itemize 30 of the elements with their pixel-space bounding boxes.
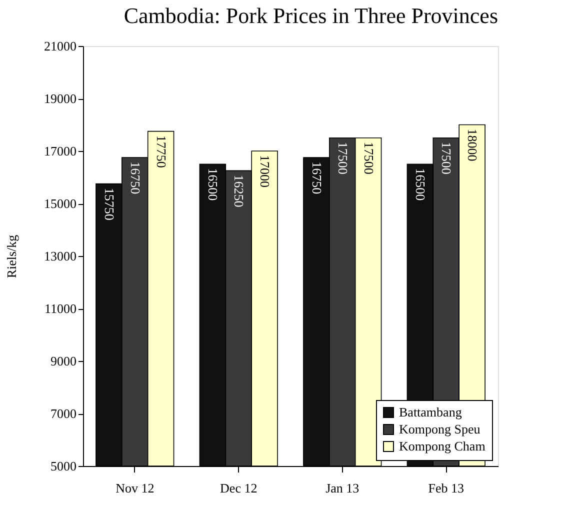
data-label: 16750 bbox=[128, 162, 143, 194]
y-tick-label: 21000 bbox=[44, 38, 76, 54]
x-tick-label: Jan 13 bbox=[326, 480, 360, 496]
data-label: 16500 bbox=[413, 168, 428, 201]
y-tick-label: 7000 bbox=[50, 406, 76, 421]
x-tick-label: Dec 12 bbox=[220, 480, 258, 496]
data-label: 17500 bbox=[361, 142, 376, 174]
x-tick-label: Nov 12 bbox=[116, 480, 154, 496]
data-label: 18000 bbox=[465, 128, 480, 162]
data-label: 16250 bbox=[232, 174, 247, 208]
y-tick-label: 9000 bbox=[50, 354, 76, 368]
data-label: 17500 bbox=[335, 142, 350, 174]
chart-title: Cambodia: Pork Prices in Three Provinces bbox=[124, 3, 498, 28]
data-label: 15750 bbox=[102, 188, 117, 220]
data-label: 16500 bbox=[206, 168, 221, 201]
legend-label: Kompong Speu bbox=[399, 422, 481, 436]
y-tick-label: 11000 bbox=[44, 301, 76, 316]
y-tick-label: 17000 bbox=[44, 144, 76, 158]
data-label: 17750 bbox=[154, 135, 169, 168]
legend-label: Kompong Cham bbox=[399, 438, 486, 454]
data-label: 17000 bbox=[258, 155, 273, 188]
y-tick-label: 15000 bbox=[44, 196, 76, 211]
y-tick-label: 19000 bbox=[44, 91, 76, 106]
y-tick-label: 13000 bbox=[44, 248, 76, 264]
x-tick-label: Feb 13 bbox=[428, 480, 464, 496]
data-label: 17500 bbox=[439, 142, 454, 174]
y-tick-label: 5000 bbox=[50, 458, 76, 474]
y-axis-title: Riels/kg bbox=[4, 234, 19, 278]
legend-label: Battambang bbox=[399, 404, 462, 420]
data-label: 16750 bbox=[309, 162, 324, 194]
